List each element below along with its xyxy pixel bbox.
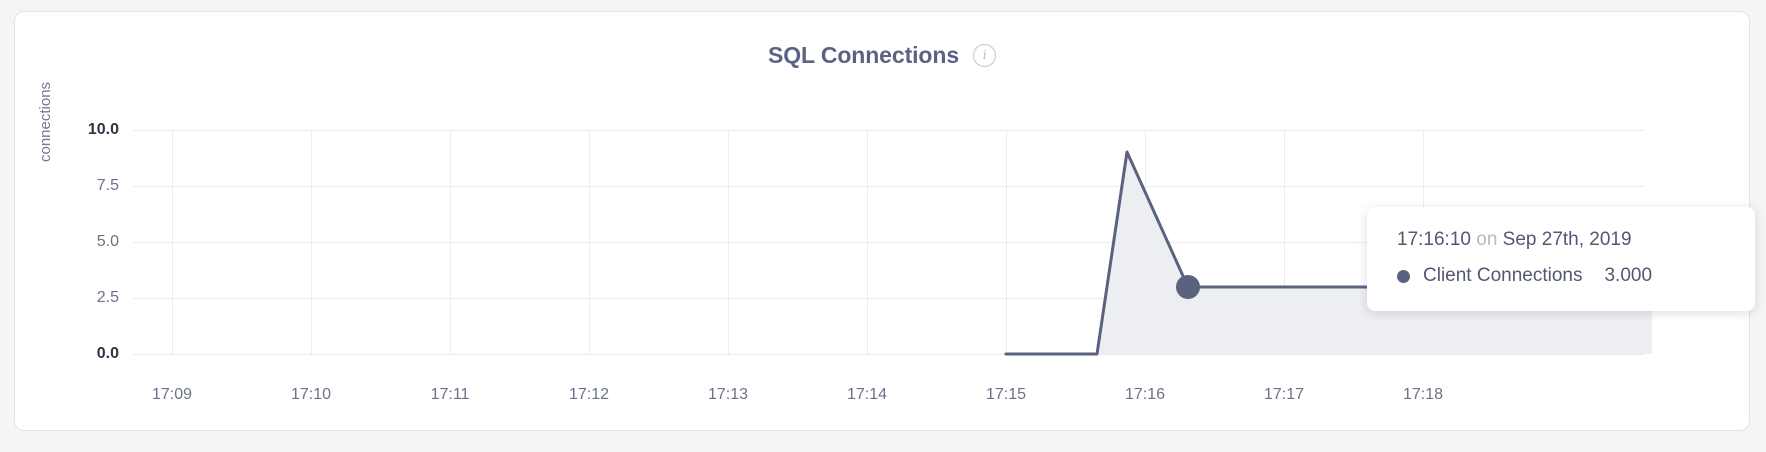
series-color-dot-icon — [1397, 269, 1410, 283]
x-axis-tick: 17:18 — [1402, 386, 1444, 403]
y-axis-tick: 5.0 — [96, 233, 119, 250]
sql-connections-card: SQL Connections i connections 10.0 7.5 — [14, 11, 1755, 431]
series-line — [1004, 150, 1654, 356]
y-axis-tick: 10.0 — [87, 121, 119, 138]
tooltip-timestamp: 17:16:10 on Sep 27th, 2019 — [1397, 229, 1725, 251]
gridline-horizontal — [133, 186, 1645, 187]
x-axis-tick: 17:13 — [707, 386, 749, 403]
tooltip-time: 17:16:10 — [1397, 229, 1471, 250]
series-highlight-marker[interactable] — [1176, 275, 1200, 299]
tooltip-on-word: on — [1476, 229, 1498, 250]
y-axis-tick: 0.0 — [96, 345, 119, 362]
x-axis-tick: 17:11 — [430, 386, 470, 403]
x-axis-tick: 17:12 — [568, 386, 610, 403]
tooltip-series-row: Client Connections 3.000 — [1397, 265, 1725, 287]
x-axis-tick: 17:14 — [846, 386, 888, 403]
gridline-horizontal — [133, 242, 1645, 243]
tooltip-series-name: Client Connections — [1423, 265, 1583, 286]
x-axis-tick: 17:16 — [1124, 386, 1166, 403]
gridline-vertical — [867, 130, 868, 355]
y-axis-tick: 7.5 — [96, 177, 119, 194]
x-axis-tick: 17:15 — [985, 386, 1027, 403]
gridline-horizontal — [133, 354, 1645, 355]
tooltip-date: Sep 27th, 2019 — [1502, 229, 1632, 250]
gridline-vertical — [1006, 130, 1007, 355]
page-title: SQL Connections — [767, 42, 960, 68]
gridline-horizontal — [133, 298, 1645, 299]
gridline-vertical — [450, 130, 451, 355]
x-axis-tick: 17:10 — [290, 386, 332, 403]
info-icon[interactable]: i — [973, 44, 997, 67]
x-axis-tick: 17:09 — [151, 386, 193, 403]
gridline-vertical — [172, 130, 173, 355]
chart-tooltip: 17:16:10 on Sep 27th, 2019 Client Connec… — [1367, 207, 1755, 311]
gridline-vertical — [1284, 130, 1285, 355]
card-header: SQL Connections i — [15, 42, 1749, 69]
tooltip-series-value: 3.000 — [1604, 265, 1653, 286]
x-axis-tick: 17:17 — [1263, 386, 1305, 403]
gridline-vertical — [589, 130, 590, 355]
gridline-vertical — [311, 130, 312, 355]
y-axis-tick: 2.5 — [96, 289, 119, 306]
gridline-horizontal — [133, 130, 1645, 131]
gridline-vertical — [728, 130, 729, 355]
